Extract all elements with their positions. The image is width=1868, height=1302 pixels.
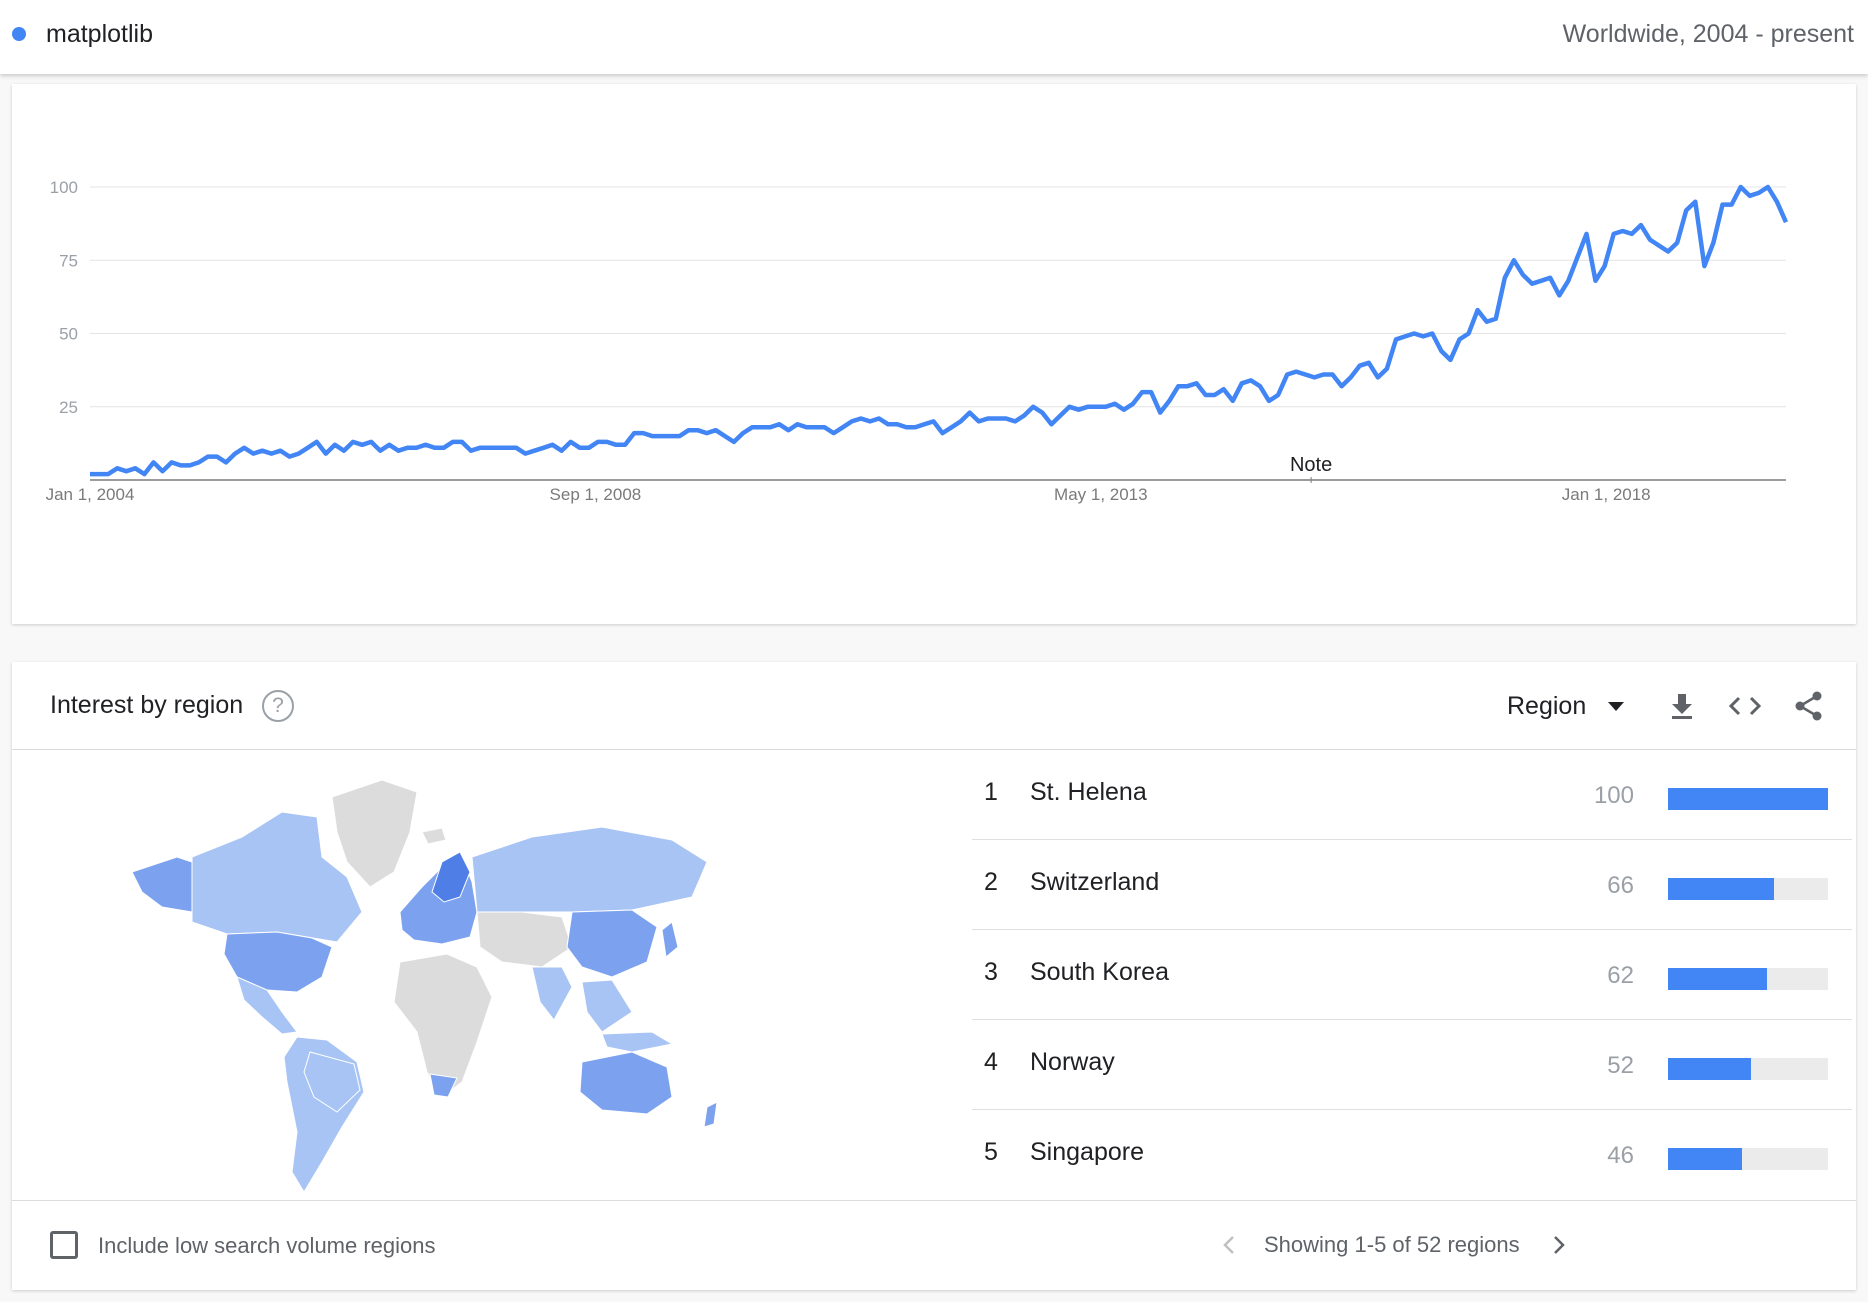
region-name[interactable]: South Korea xyxy=(1030,958,1169,986)
ranking-row[interactable]: 2 Switzerland 66 xyxy=(972,840,1852,930)
y-tick-label: 75 xyxy=(59,251,78,270)
map-region-new-zealand xyxy=(703,1101,718,1128)
term-color-dot xyxy=(12,27,26,41)
low-volume-checkbox[interactable] xyxy=(50,1231,78,1259)
download-icon[interactable] xyxy=(1662,686,1702,726)
map-region-usa xyxy=(223,931,333,993)
region-value-bar xyxy=(1668,1148,1828,1170)
series-line[interactable] xyxy=(90,184,1789,477)
map-region-mexico xyxy=(236,976,298,1035)
ranking-row[interactable]: 3 South Korea 62 xyxy=(972,930,1852,1020)
x-tick-label: Jan 1, 2018 xyxy=(1562,485,1651,504)
region-value-bar xyxy=(1668,878,1828,900)
help-circle-icon[interactable]: ? xyxy=(262,690,294,722)
rank-number: 1 xyxy=(984,778,998,806)
x-tick-label: May 1, 2013 xyxy=(1054,485,1148,504)
chevron-left-icon[interactable] xyxy=(1214,1227,1244,1263)
region-name[interactable]: Norway xyxy=(1030,1048,1115,1076)
map-region-alaska xyxy=(131,856,193,913)
map-region-brazil xyxy=(303,1051,361,1113)
ranking-row[interactable]: 1 St. Helena 100 xyxy=(972,750,1852,840)
region-card-title: Interest by region xyxy=(50,691,244,719)
x-tick-label: Sep 1, 2008 xyxy=(550,485,642,504)
share-icon[interactable] xyxy=(1789,686,1829,726)
region-value-bar-fill xyxy=(1668,1148,1742,1170)
map-region-south-africa xyxy=(429,1073,458,1098)
region-value: 66 xyxy=(1607,872,1634,899)
chevron-down-icon xyxy=(1608,701,1625,711)
rank-number: 2 xyxy=(984,868,998,896)
region-dropdown-label: Region xyxy=(1507,691,1587,720)
chart-annotation-note[interactable]: Note xyxy=(1290,454,1332,476)
chevron-right-icon[interactable] xyxy=(1544,1227,1574,1263)
embed-code-icon[interactable] xyxy=(1725,686,1765,726)
map-region-australia xyxy=(579,1051,673,1115)
region-value: 62 xyxy=(1607,962,1634,989)
region-value-bar-fill xyxy=(1668,878,1774,900)
region-card-header: Interest by region ? Region xyxy=(12,662,1856,750)
map-region-scandinavia xyxy=(431,851,471,903)
region-card-footer: Include low search volume regions Showin… xyxy=(12,1200,1856,1290)
region-value: 52 xyxy=(1607,1052,1634,1079)
map-region-china xyxy=(566,909,658,978)
region-value-bar xyxy=(1668,1058,1828,1080)
interest-by-region-card: Interest by region ? Region xyxy=(12,662,1856,1290)
x-tick-label: Jan 1, 2004 xyxy=(46,485,135,504)
rank-number: 4 xyxy=(984,1048,998,1076)
region-value: 100 xyxy=(1593,782,1634,809)
region-value-bar-fill xyxy=(1668,1058,1752,1080)
ranking-row[interactable]: 4 Norway 52 xyxy=(972,1020,1852,1110)
map-region-africa xyxy=(393,953,493,1098)
y-tick-label: 25 xyxy=(59,398,78,417)
search-term-bar: matplotlib Worldwide, 2004 - present xyxy=(0,0,1868,74)
region-name[interactable]: St. Helena xyxy=(1030,778,1147,806)
map-region-southeast-asia xyxy=(581,979,633,1033)
interest-over-time-chart: 25 50 75 100 Jan 1, 2004 Sep 1, 2008 May 1, 20… xyxy=(46,178,1789,504)
region-value: 46 xyxy=(1607,1142,1634,1169)
map-region-central-asia xyxy=(476,911,573,968)
map-region-russia xyxy=(471,826,708,913)
region-name[interactable]: Singapore xyxy=(1030,1138,1144,1166)
region-value-bar xyxy=(1668,968,1828,990)
map-region-japan xyxy=(661,921,679,958)
pager-status: Showing 1-5 of 52 regions xyxy=(1264,1232,1520,1257)
rank-number: 3 xyxy=(984,958,998,986)
y-tick-label: 100 xyxy=(50,178,78,197)
region-value-bar-fill xyxy=(1668,968,1768,990)
interest-over-time-card: 25 50 75 100 Jan 1, 2004 Sep 1, 2008 May 1, 20… xyxy=(12,84,1856,624)
region-value-bar xyxy=(1668,788,1828,810)
region-name[interactable]: Switzerland xyxy=(1030,868,1160,896)
ranking-row[interactable]: 5 Singapore 46 xyxy=(972,1110,1852,1200)
rank-number: 5 xyxy=(984,1138,998,1166)
map-region-india xyxy=(531,966,573,1021)
region-value-bar-fill xyxy=(1668,788,1828,810)
low-volume-checkbox-label[interactable]: Include low search volume regions xyxy=(98,1233,436,1258)
map-region-greenland xyxy=(331,779,418,888)
map-region-iceland xyxy=(421,827,447,845)
scope-label: Worldwide, 2004 - present xyxy=(1562,20,1854,48)
map-region-indonesia xyxy=(601,1031,674,1053)
world-map[interactable] xyxy=(131,762,832,1222)
region-resolution-dropdown[interactable]: Region xyxy=(1507,688,1625,724)
y-tick-label: 50 xyxy=(59,325,78,344)
search-term-label: matplotlib xyxy=(46,20,153,48)
region-ranking-list: 1 St. Helena 100 2 Switzerland 66 3 Sout… xyxy=(972,750,1852,1200)
